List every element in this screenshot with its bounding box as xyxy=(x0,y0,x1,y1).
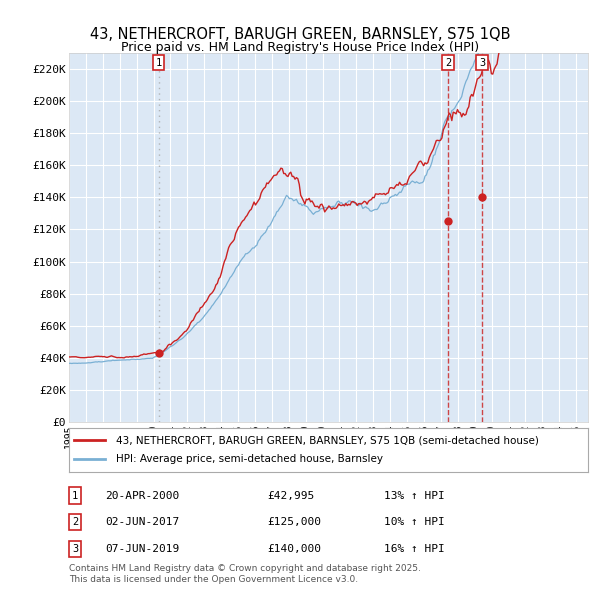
Text: 07-JUN-2019: 07-JUN-2019 xyxy=(105,544,179,553)
Text: 3: 3 xyxy=(479,58,485,68)
Text: 3: 3 xyxy=(72,544,78,553)
Text: This data is licensed under the Open Government Licence v3.0.: This data is licensed under the Open Gov… xyxy=(69,575,358,584)
Text: 02-JUN-2017: 02-JUN-2017 xyxy=(105,517,179,527)
Text: 16% ↑ HPI: 16% ↑ HPI xyxy=(384,544,445,553)
Text: Price paid vs. HM Land Registry's House Price Index (HPI): Price paid vs. HM Land Registry's House … xyxy=(121,41,479,54)
Text: 10% ↑ HPI: 10% ↑ HPI xyxy=(384,517,445,527)
Text: £125,000: £125,000 xyxy=(267,517,321,527)
Text: £42,995: £42,995 xyxy=(267,491,314,500)
Text: Contains HM Land Registry data © Crown copyright and database right 2025.: Contains HM Land Registry data © Crown c… xyxy=(69,565,421,573)
Text: 13% ↑ HPI: 13% ↑ HPI xyxy=(384,491,445,500)
Text: 20-APR-2000: 20-APR-2000 xyxy=(105,491,179,500)
Text: 1: 1 xyxy=(155,58,162,68)
Text: 43, NETHERCROFT, BARUGH GREEN, BARNSLEY, S75 1QB: 43, NETHERCROFT, BARUGH GREEN, BARNSLEY,… xyxy=(90,27,510,41)
Text: 2: 2 xyxy=(72,517,78,527)
Text: HPI: Average price, semi-detached house, Barnsley: HPI: Average price, semi-detached house,… xyxy=(116,454,383,464)
Text: 2: 2 xyxy=(445,58,451,68)
Text: £140,000: £140,000 xyxy=(267,544,321,553)
Text: 43, NETHERCROFT, BARUGH GREEN, BARNSLEY, S75 1QB (semi-detached house): 43, NETHERCROFT, BARUGH GREEN, BARNSLEY,… xyxy=(116,435,539,445)
Text: 1: 1 xyxy=(72,491,78,500)
